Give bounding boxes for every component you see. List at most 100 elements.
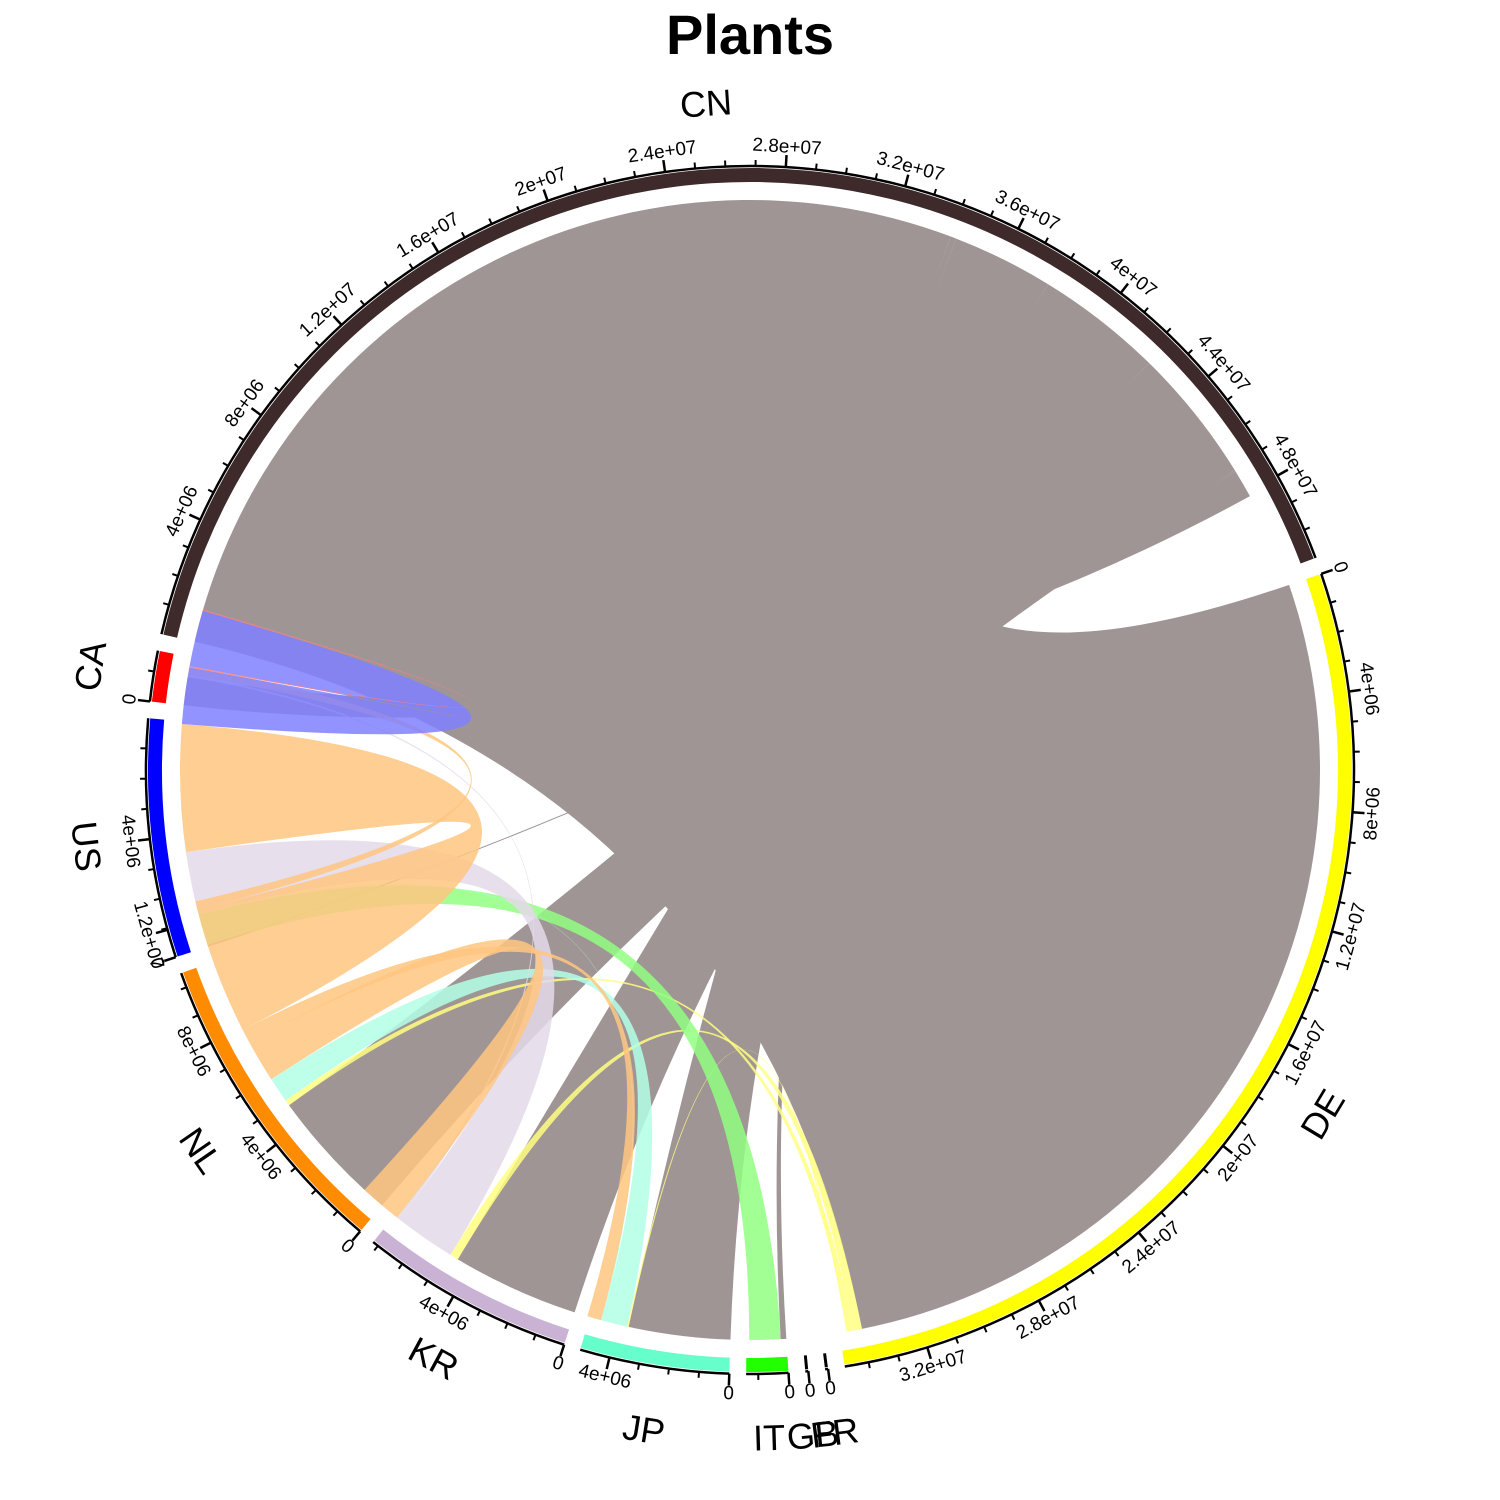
axis-line-nl [180,972,361,1233]
tick-label: 4e+06 [1355,661,1383,717]
major-tick [662,159,667,173]
minor-tick [1273,1069,1280,1075]
axis-line-ca [148,650,160,702]
minor-tick [1312,987,1319,992]
minor-tick [1044,237,1049,244]
major-tick [155,928,168,935]
minor-tick [476,1309,482,1317]
tick-label: 0 [784,1382,796,1404]
minor-tick [192,1014,199,1019]
major-tick [542,189,549,202]
minor-tick [667,1368,670,1375]
major-tick [1352,811,1365,815]
tick-label: 0 [119,693,141,706]
minor-tick [180,986,187,991]
minor-tick [989,210,995,217]
major-tick [826,1368,831,1381]
minor-tick [983,1326,988,1333]
minor-tick [637,1363,641,1370]
chart-title: Plants [665,3,835,66]
sector-label-gb: GB [785,1412,841,1458]
major-tick [137,837,151,842]
major-tick [1320,568,1333,575]
link-nl-kr [249,939,544,1218]
major-tick [903,174,910,187]
minor-tick [148,669,155,673]
sector-label-cn: CN [679,81,734,125]
sector-label-kr: KR [402,1328,465,1388]
minor-tick [238,436,245,441]
sector-track-gb [803,1355,809,1370]
tick-label: 4e+06 [576,1360,633,1393]
minor-tick [874,173,878,180]
major-tick [605,1357,611,1370]
sector-label-jp: JP [620,1406,668,1453]
major-tick [188,513,201,521]
major-tick [1137,1231,1148,1243]
minor-tick [1330,600,1337,604]
major-tick [1222,1144,1234,1155]
major-tick [431,241,440,254]
major-tick [199,1041,212,1050]
minor-tick [1244,420,1251,426]
minor-tick [933,188,937,196]
minor-tick [1182,1190,1188,1197]
sector-label-it: IT [753,1417,786,1459]
major-tick [559,1344,566,1357]
minor-tick [1226,395,1233,401]
sector-track-jp [580,1334,730,1372]
sector-label-de: DE [1292,1082,1353,1146]
major-tick [1119,282,1130,294]
minor-tick [961,198,966,206]
minor-tick [867,1362,871,1369]
minor-tick [1349,841,1356,845]
sector-track-us [148,718,191,957]
minor-tick [207,488,215,494]
minor-tick [1165,327,1172,334]
tick-label: 0 [804,1380,817,1402]
minor-tick [182,544,189,549]
tick-label: 0 [336,1235,358,1258]
major-tick [351,1230,362,1242]
sector-label-fr: FR [808,1409,861,1456]
axis-line-cn [160,164,1317,635]
link-kr-us [185,840,555,1255]
minor-tick [697,1371,701,1378]
major-tick [1331,930,1344,936]
sector-track-fr [823,1353,828,1368]
minor-tick [573,185,578,192]
minor-tick [1303,526,1311,531]
minor-tick [314,341,321,347]
axis-line-kr [372,1241,565,1346]
link-cn-jp [628,238,1049,1340]
minor-tick [162,602,170,606]
tick-label: 4e+06 [117,814,144,869]
tick-label: 2.8e+07 [752,135,822,160]
minor-tick [603,177,607,184]
major-tick [787,1372,791,1385]
major-tick [1207,367,1219,378]
minor-tick [1064,1284,1069,1292]
major-tick [250,407,262,417]
minor-tick [504,1322,509,1330]
minor-tick [408,263,414,270]
minor-tick [814,163,818,170]
link-us-ca [181,610,472,735]
axis-line-it [746,1371,789,1376]
sector-track-it [746,1356,789,1373]
minor-tick [1202,1168,1209,1174]
minor-tick [219,1068,226,1074]
major-tick [163,955,177,963]
minor-tick [359,299,366,306]
minor-tick [383,280,389,287]
major-tick [1276,468,1289,477]
tick-label: 2.4e+07 [626,137,697,168]
minor-tick [161,927,168,931]
minor-tick [1257,1095,1264,1101]
minor-tick [633,170,637,178]
major-tick [926,1347,933,1360]
minor-tick [1337,629,1345,633]
minor-tick [1345,871,1352,875]
tick-label: 0 [723,1383,734,1404]
